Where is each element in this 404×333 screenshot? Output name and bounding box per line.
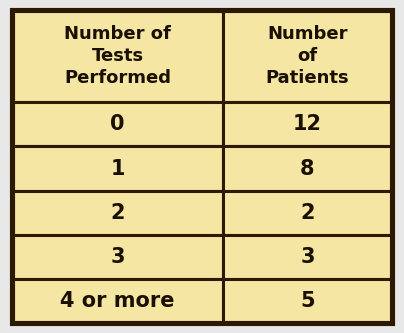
Bar bbox=[223, 235, 392, 279]
Bar bbox=[12, 279, 223, 323]
Bar bbox=[12, 190, 223, 235]
Bar bbox=[223, 102, 392, 147]
Text: 5: 5 bbox=[300, 291, 315, 311]
Text: 4 or more: 4 or more bbox=[60, 291, 175, 311]
Text: 0: 0 bbox=[110, 115, 125, 135]
Bar bbox=[223, 279, 392, 323]
Bar bbox=[12, 235, 223, 279]
Text: 3: 3 bbox=[110, 247, 125, 267]
Text: 12: 12 bbox=[293, 115, 322, 135]
Bar bbox=[12, 10, 223, 102]
Bar bbox=[223, 10, 392, 102]
Text: 8: 8 bbox=[300, 159, 315, 178]
Text: 3: 3 bbox=[300, 247, 315, 267]
Bar bbox=[12, 147, 223, 190]
Text: 2: 2 bbox=[300, 203, 315, 223]
Text: Number of
Tests
Performed: Number of Tests Performed bbox=[64, 25, 171, 87]
Bar bbox=[223, 147, 392, 190]
Bar bbox=[223, 190, 392, 235]
Text: 2: 2 bbox=[110, 203, 125, 223]
Text: Number
of
Patients: Number of Patients bbox=[265, 25, 349, 87]
Bar bbox=[12, 102, 223, 147]
Text: 1: 1 bbox=[110, 159, 125, 178]
